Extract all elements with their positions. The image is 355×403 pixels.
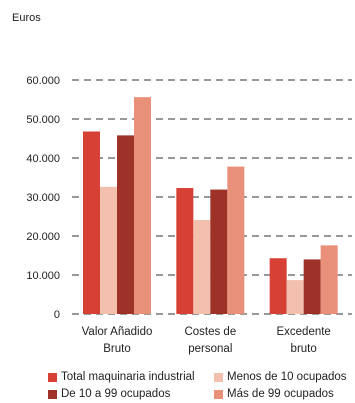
bar xyxy=(193,220,211,314)
bar xyxy=(134,97,151,314)
legend-label: Más de 99 ocupados xyxy=(227,388,334,400)
y-axis-unit-label: Euros xyxy=(12,12,41,24)
x-category-label: personal xyxy=(188,343,232,355)
x-category-label: Excedente xyxy=(276,326,330,338)
y-tick-label: 60.000 xyxy=(26,75,60,87)
y-tick-label: 50.000 xyxy=(26,114,60,126)
bar xyxy=(303,259,321,314)
y-tick-label: 40.000 xyxy=(26,153,60,165)
legend-item-total: Total maquinaria industrial xyxy=(48,369,214,386)
legend-swatch xyxy=(48,390,57,399)
legend-row: De 10 a 99 ocupados Más de 99 ocupados xyxy=(48,386,353,403)
legend-swatch xyxy=(48,373,57,382)
x-category-label: Bruto xyxy=(103,343,131,355)
bar xyxy=(269,258,287,314)
y-tick-label: 0 xyxy=(54,309,60,321)
legend-row: Total maquinaria industrial Menos de 10 … xyxy=(48,369,353,386)
bar xyxy=(176,188,194,314)
legend-label: Total maquinaria industrial xyxy=(61,371,195,383)
x-category-label: Valor Añadido xyxy=(82,326,153,338)
bar xyxy=(210,189,228,314)
legend-item-10-99: De 10 a 99 ocupados xyxy=(48,386,214,403)
bar xyxy=(320,245,338,314)
chart-legend: Total maquinaria industrial Menos de 10 … xyxy=(48,369,353,403)
legend-item-menos-10: Menos de 10 ocupados xyxy=(214,369,347,386)
bar-chart: 0 10.000 20.000 30.000 40.000 50.000 60.000 Val… xyxy=(26,75,352,355)
x-category-label: Costes de xyxy=(184,326,236,338)
bar xyxy=(286,280,304,314)
y-tick-label: 10.000 xyxy=(26,270,60,282)
legend-item-mas-99: Más de 99 ocupados xyxy=(214,386,334,403)
legend-swatch xyxy=(214,373,223,382)
bar xyxy=(227,166,245,314)
legend-swatch xyxy=(214,390,223,399)
bar xyxy=(100,186,117,314)
legend-label: De 10 a 99 ocupados xyxy=(61,388,171,400)
y-tick-label: 30.000 xyxy=(26,192,60,204)
bar xyxy=(117,135,134,314)
y-tick-label: 20.000 xyxy=(26,231,60,243)
legend-label: Menos de 10 ocupados xyxy=(227,371,347,383)
bar xyxy=(83,131,100,314)
x-category-label: bruto xyxy=(291,343,317,355)
